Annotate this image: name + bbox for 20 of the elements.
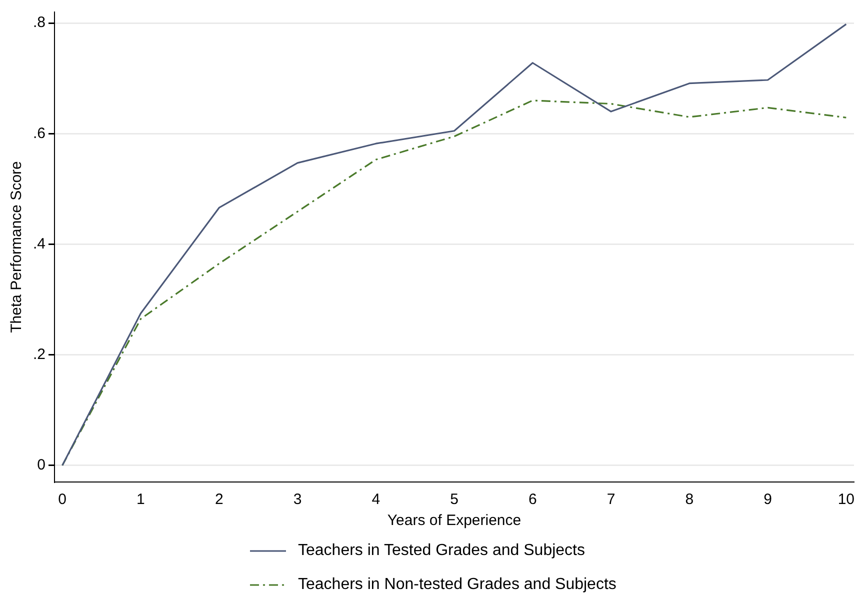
y-tick-label: .2 <box>32 346 46 363</box>
y-tick-label: .4 <box>32 235 46 252</box>
x-tick-label: 4 <box>372 491 380 508</box>
x-tick-label: 3 <box>293 491 302 508</box>
legend-label: Teachers in Non-tested Grades and Subjects <box>298 576 616 594</box>
y-tick-label: 0 <box>37 456 46 474</box>
y-axis-title: Theta Performance Score <box>8 161 26 333</box>
y-tick-label: .8 <box>32 14 46 32</box>
y-tick-label: .6 <box>32 124 46 142</box>
x-tick-label: 8 <box>685 491 694 508</box>
x-tick-label: 10 <box>838 491 855 508</box>
x-tick-label: 6 <box>528 491 537 508</box>
x-axis-title: Years of Experience <box>387 512 522 530</box>
x-tick-label: 2 <box>214 491 224 508</box>
x-tick-label: 9 <box>764 491 772 508</box>
x-tick-label: 0 <box>58 491 67 508</box>
x-tick-label: 1 <box>136 491 145 508</box>
x-tick-label: 5 <box>450 491 458 508</box>
x-tick-label: 7 <box>606 491 616 508</box>
legend-label: Teachers in Tested Grades and Subjects <box>298 542 585 560</box>
